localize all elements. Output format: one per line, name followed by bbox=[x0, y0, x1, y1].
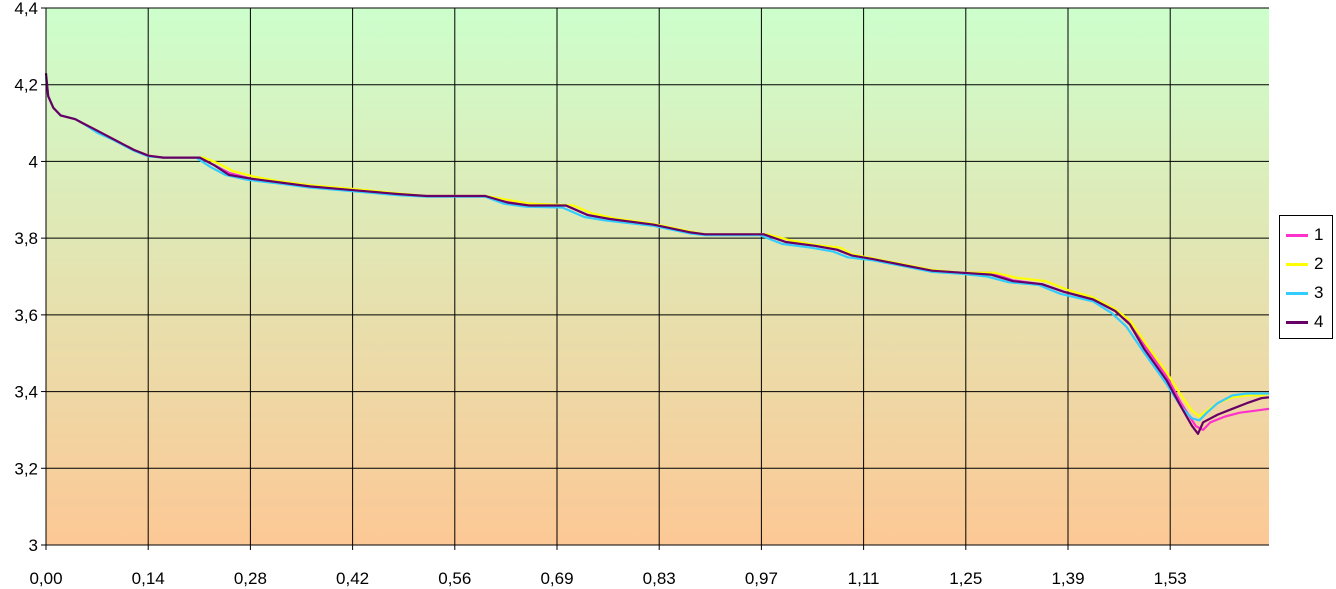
legend-item-4: 4 bbox=[1286, 311, 1332, 333]
x-tick-label: 1,11 bbox=[848, 569, 880, 588]
y-tick-label: 4 bbox=[29, 152, 38, 171]
x-tick-label: 0,69 bbox=[540, 569, 573, 588]
x-tick-label: 0,56 bbox=[438, 569, 471, 588]
legend-item-1: 1 bbox=[1286, 224, 1332, 246]
tick-labels: 3 3,2 3,4 3,6 3,8 4 4,2 4,4 0,00 0,14 0,28 0,42 0,56… bbox=[14, 0, 1186, 588]
x-tick-label: 0,97 bbox=[745, 569, 778, 588]
y-tick-label: 3,8 bbox=[14, 229, 38, 248]
x-tick-label: 0,28 bbox=[234, 569, 267, 588]
x-tick-label: 1,53 bbox=[1154, 569, 1187, 588]
legend-swatch-2 bbox=[1286, 263, 1308, 266]
axes bbox=[41, 7, 1269, 550]
x-tick-label: 1,25 bbox=[949, 569, 982, 588]
x-tick-label: 0,83 bbox=[643, 569, 676, 588]
legend-label-2: 2 bbox=[1314, 254, 1324, 273]
legend: 1 2 3 4 bbox=[1279, 215, 1333, 339]
x-tick-label: 0,14 bbox=[132, 569, 165, 588]
y-tick-label: 4,4 bbox=[14, 0, 38, 18]
legend-item-3: 3 bbox=[1286, 282, 1332, 304]
y-tick-label: 3,4 bbox=[14, 383, 38, 402]
y-tick-label: 3,6 bbox=[14, 306, 38, 325]
y-tick-label: 3,2 bbox=[14, 459, 38, 478]
plot-area bbox=[46, 8, 1269, 545]
x-tick-label: 0,00 bbox=[29, 569, 62, 588]
legend-label-3: 3 bbox=[1314, 283, 1324, 302]
x-tick-label: 1,39 bbox=[1051, 569, 1084, 588]
legend-swatch-3 bbox=[1286, 292, 1308, 295]
legend-swatch-4 bbox=[1286, 321, 1308, 324]
gridlines bbox=[45, 7, 1269, 546]
x-tick-label: 0,42 bbox=[336, 569, 369, 588]
y-tick-label: 3 bbox=[29, 536, 38, 555]
legend-swatch-1 bbox=[1286, 234, 1308, 237]
y-tick-label: 4,2 bbox=[14, 76, 38, 95]
series-lines bbox=[44, 73, 1270, 435]
legend-label-1: 1 bbox=[1314, 225, 1324, 244]
series-line-4 bbox=[44, 73, 1270, 435]
legend-label-4: 4 bbox=[1314, 312, 1324, 331]
legend-item-2: 2 bbox=[1286, 253, 1332, 275]
